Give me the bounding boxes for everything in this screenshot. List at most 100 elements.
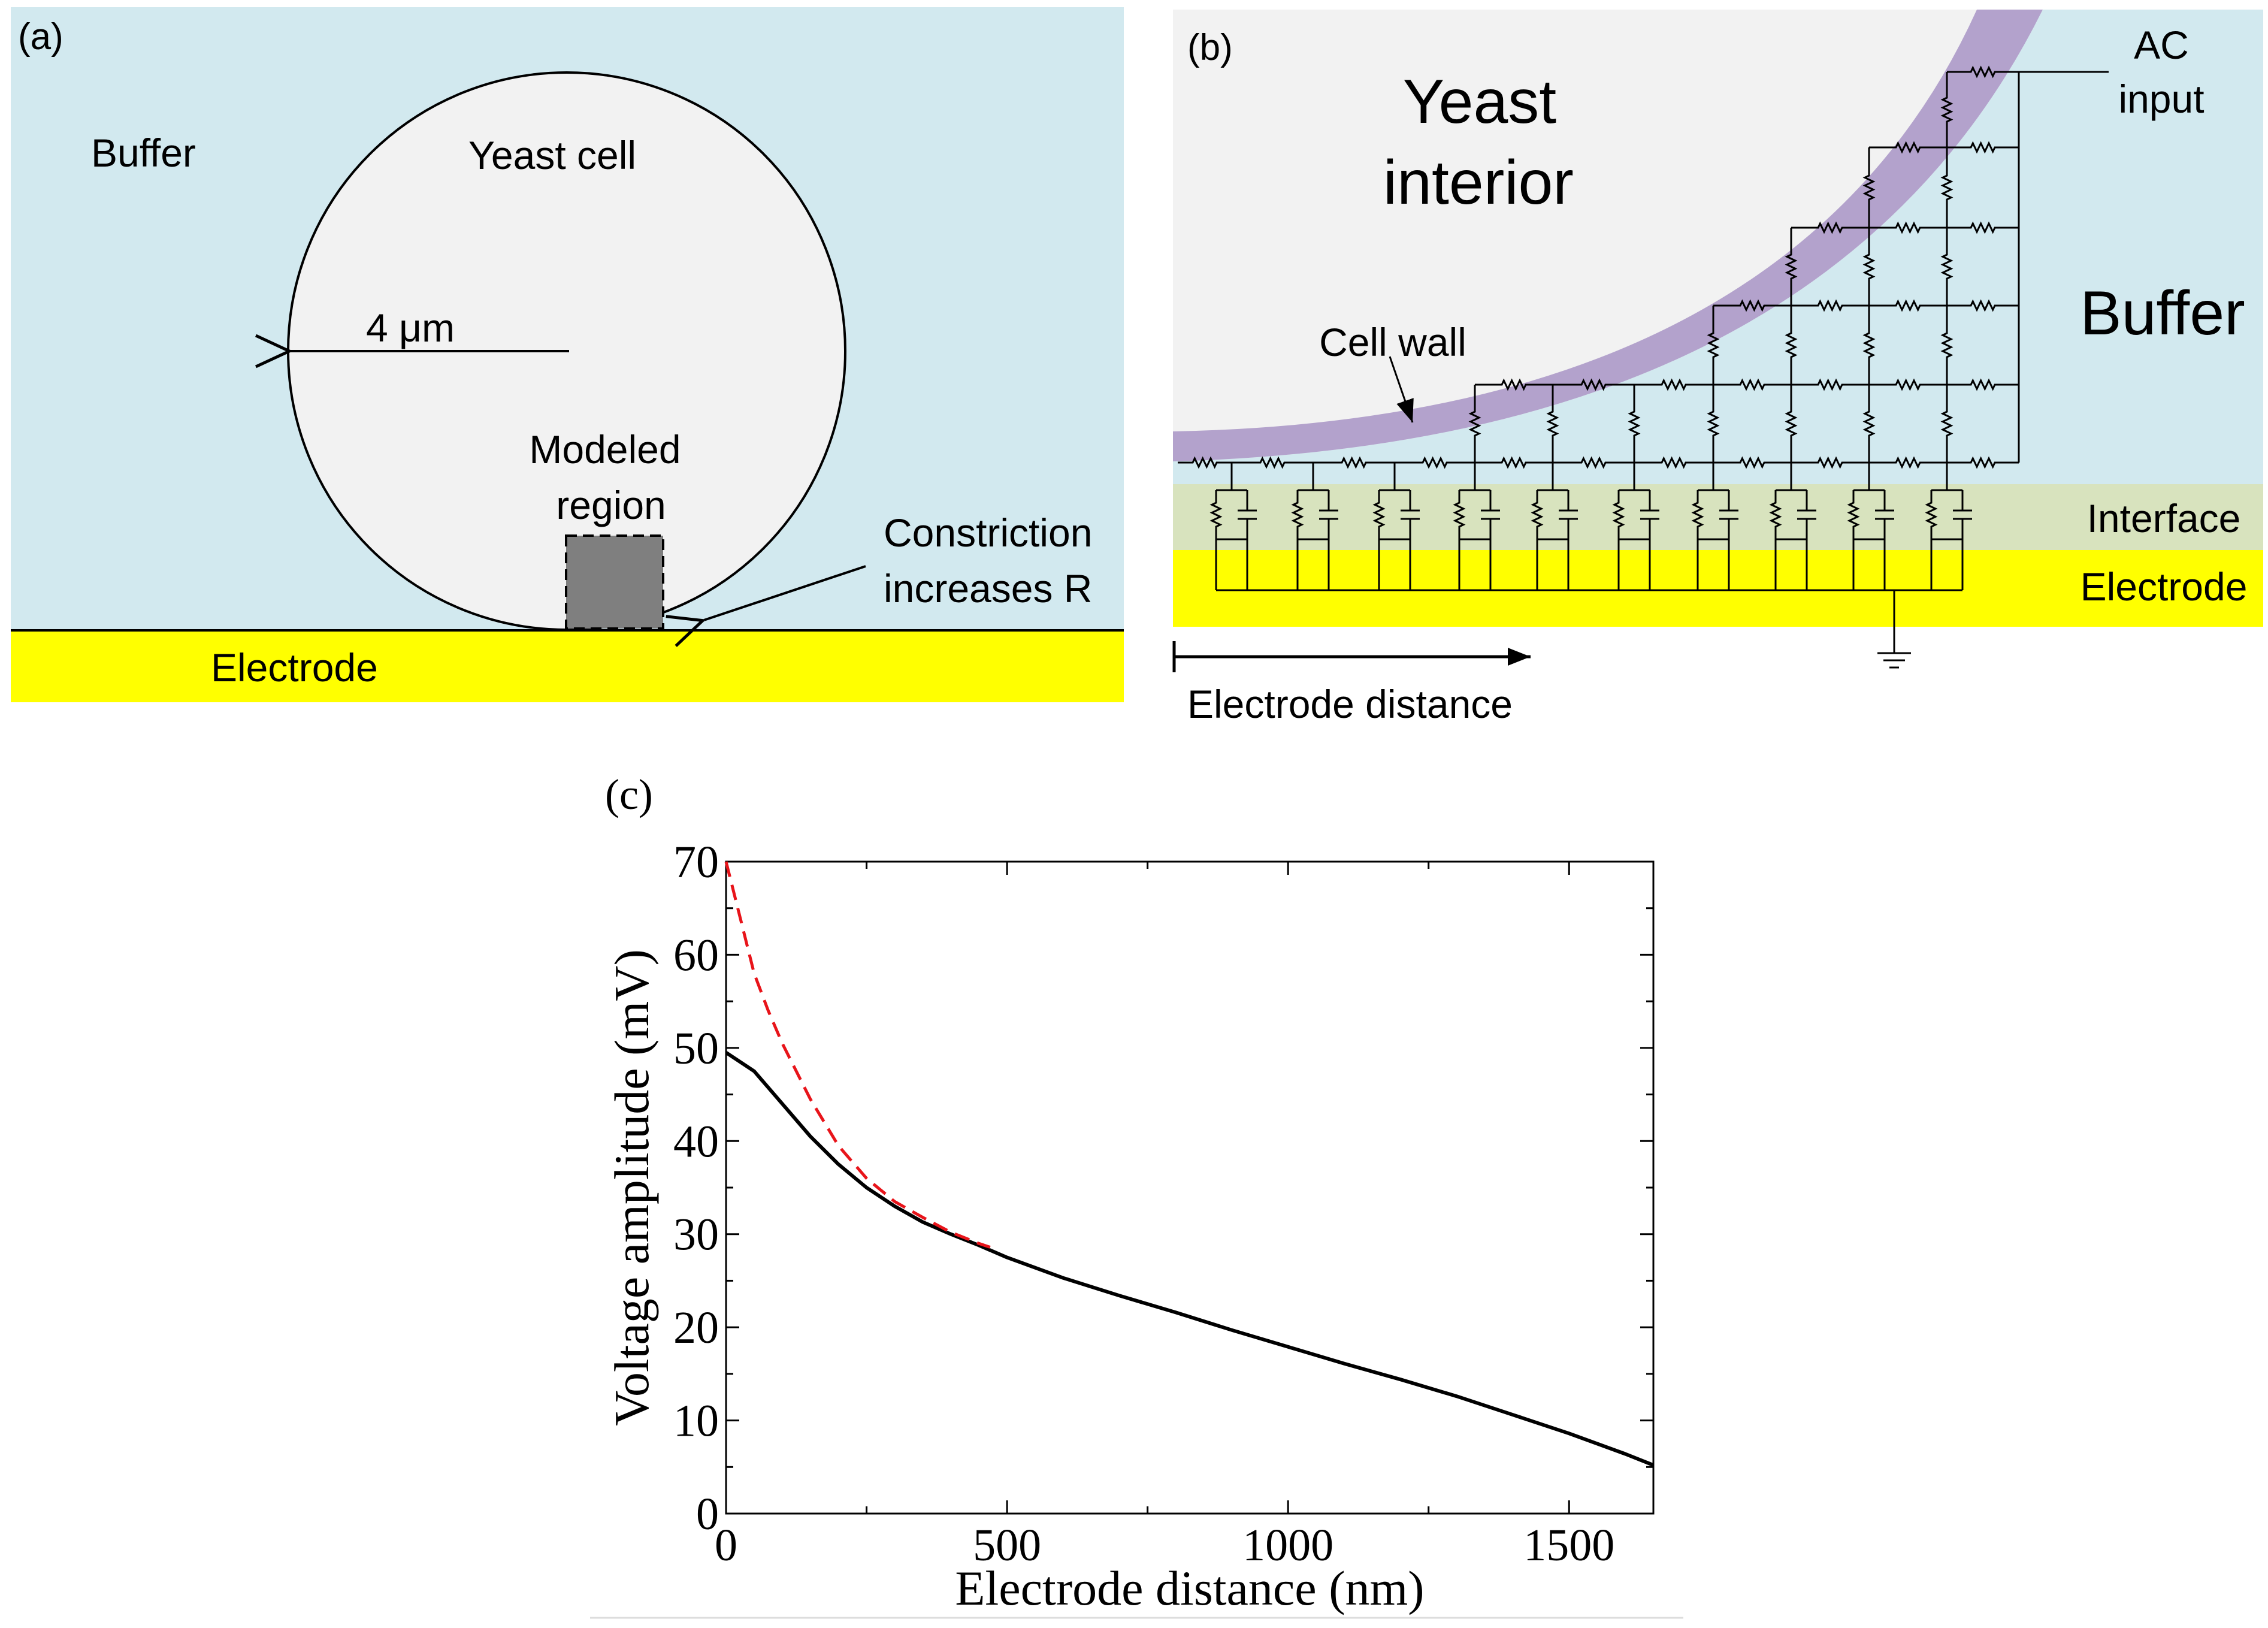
resistor (1628, 385, 1641, 463)
panel-b: (b) Yeast interior AC input Buffer Cell … (1172, 10, 2263, 726)
x-axis-label: Electrode distance (nm) (955, 1561, 1424, 1615)
interface-resistor (1925, 490, 1938, 539)
cell-wall-pointer (1389, 356, 1414, 423)
x-tick-label: 1000 (1242, 1520, 1333, 1570)
ac-input-line1: AC (2134, 23, 2189, 67)
resistor (1869, 378, 1947, 391)
resistor (1862, 147, 1876, 228)
constriction-arrow (704, 565, 866, 620)
resistor (1791, 378, 1869, 391)
resistor (1553, 456, 1634, 469)
panel-a: (a) Buffer Yeast cell 4 μm Modeled regio… (11, 7, 1124, 702)
yeast-cell-label: Yeast cell (468, 133, 636, 177)
electrode-distance-label: Electrode distance (1187, 682, 1513, 726)
plot-frame (725, 860, 1655, 1515)
electrode-label-a: Electrode (211, 645, 378, 690)
resistor (1862, 306, 1876, 385)
interface-resistor (1372, 490, 1386, 539)
resistor (1869, 456, 1947, 469)
resistor (1395, 456, 1475, 469)
y-tick-label: 0 (696, 1489, 719, 1539)
interface-resistor (1612, 490, 1625, 539)
y-tick-label: 10 (673, 1396, 719, 1446)
interface-resistor (1453, 490, 1466, 539)
ac-input-line2: input (2118, 77, 2204, 121)
resistor (1869, 141, 1947, 154)
y-axis-label: Voltage amplitude (mV) (604, 949, 659, 1426)
constriction-label-line1: Constriction (884, 511, 1092, 555)
resistor (1475, 456, 1553, 469)
y-tick-label: 70 (673, 837, 719, 887)
resistor (1947, 141, 2019, 154)
y-tick-label: 40 (673, 1116, 719, 1167)
modeled-label-line1: Modeled (529, 427, 681, 472)
panel-c-label: (c) (605, 771, 653, 818)
constriction-label-line2: increases R (884, 566, 1092, 611)
resistor (1713, 456, 1791, 469)
resistor (1791, 221, 1869, 234)
resistor (1947, 299, 2019, 312)
modeled-region-box (565, 534, 664, 630)
modeled-label-line2: region (556, 483, 666, 527)
resistor (1713, 378, 1791, 391)
resistor (1947, 378, 2019, 391)
resistor (1785, 306, 1798, 385)
panel-a-label: (a) (18, 16, 63, 58)
resistor (1707, 306, 1720, 385)
resistor (1940, 72, 1953, 147)
resistor (1232, 456, 1313, 469)
cell-wall-label: Cell wall (1319, 320, 1466, 364)
resistor (1785, 228, 1798, 306)
resistor (1940, 228, 1953, 306)
interface-resistor (1531, 490, 1544, 539)
y-tick-label: 30 (673, 1210, 719, 1260)
yeast-interior-line1: Yeast (1403, 67, 1557, 137)
yeast-interior-line2: interior (1383, 148, 1574, 218)
data-series (724, 861, 1655, 1467)
resistor (1947, 65, 2019, 78)
resistor (1869, 221, 1947, 234)
resistor (1546, 385, 1559, 463)
resistor (1869, 299, 1947, 312)
resistor (1791, 299, 1869, 312)
interface-resistor (1769, 490, 1782, 539)
buffer-region-b (1173, 10, 2263, 627)
resistor (1634, 378, 1713, 391)
buffer-label: Buffer (91, 131, 196, 175)
electrode-strip (11, 630, 1124, 702)
y-tick-label: 50 (673, 1023, 719, 1074)
resistor (1862, 228, 1876, 306)
x-tick-label: 1500 (1523, 1520, 1614, 1570)
resistor (1313, 456, 1395, 469)
y-tick-label: 20 (673, 1303, 719, 1353)
electrode-label-b: Electrode (2080, 564, 2248, 609)
resistor (1940, 385, 1953, 463)
resistor (1468, 385, 1481, 463)
interface-resistor (1691, 490, 1704, 539)
resistor (1785, 385, 1798, 463)
panel-b-label: (b) (1187, 27, 1233, 68)
resistor (1940, 306, 1953, 385)
resistor (1707, 385, 1720, 463)
interface-resistor (1209, 490, 1223, 539)
interface-resistor (1847, 490, 1860, 539)
circuit-network (1178, 65, 2109, 669)
resistor (1634, 456, 1713, 469)
resistor (1178, 456, 1232, 469)
x-tick-label: 500 (973, 1520, 1041, 1570)
resistor (1475, 378, 1553, 391)
resistor (1940, 147, 1953, 228)
resistor (1791, 456, 1869, 469)
y-tick-label: 60 (673, 930, 719, 980)
axis-ticks: 0 500 1000 1500 0 10 20 30 40 50 60 70 (673, 837, 1653, 1570)
series-line-solid (725, 1051, 1655, 1467)
x-tick-label: 0 (715, 1520, 737, 1570)
interface-label: Interface (2087, 496, 2241, 540)
resistor (1862, 385, 1876, 463)
panel-c: (c) 0 500 1000 1500 0 10 20 30 40 50 60 70 Electrod… (590, 771, 1683, 1619)
buffer-label-b: Buffer (2080, 279, 2245, 348)
resistor (1553, 378, 1634, 391)
radius-label: 4 μm (366, 306, 455, 350)
resistor (1713, 299, 1791, 312)
